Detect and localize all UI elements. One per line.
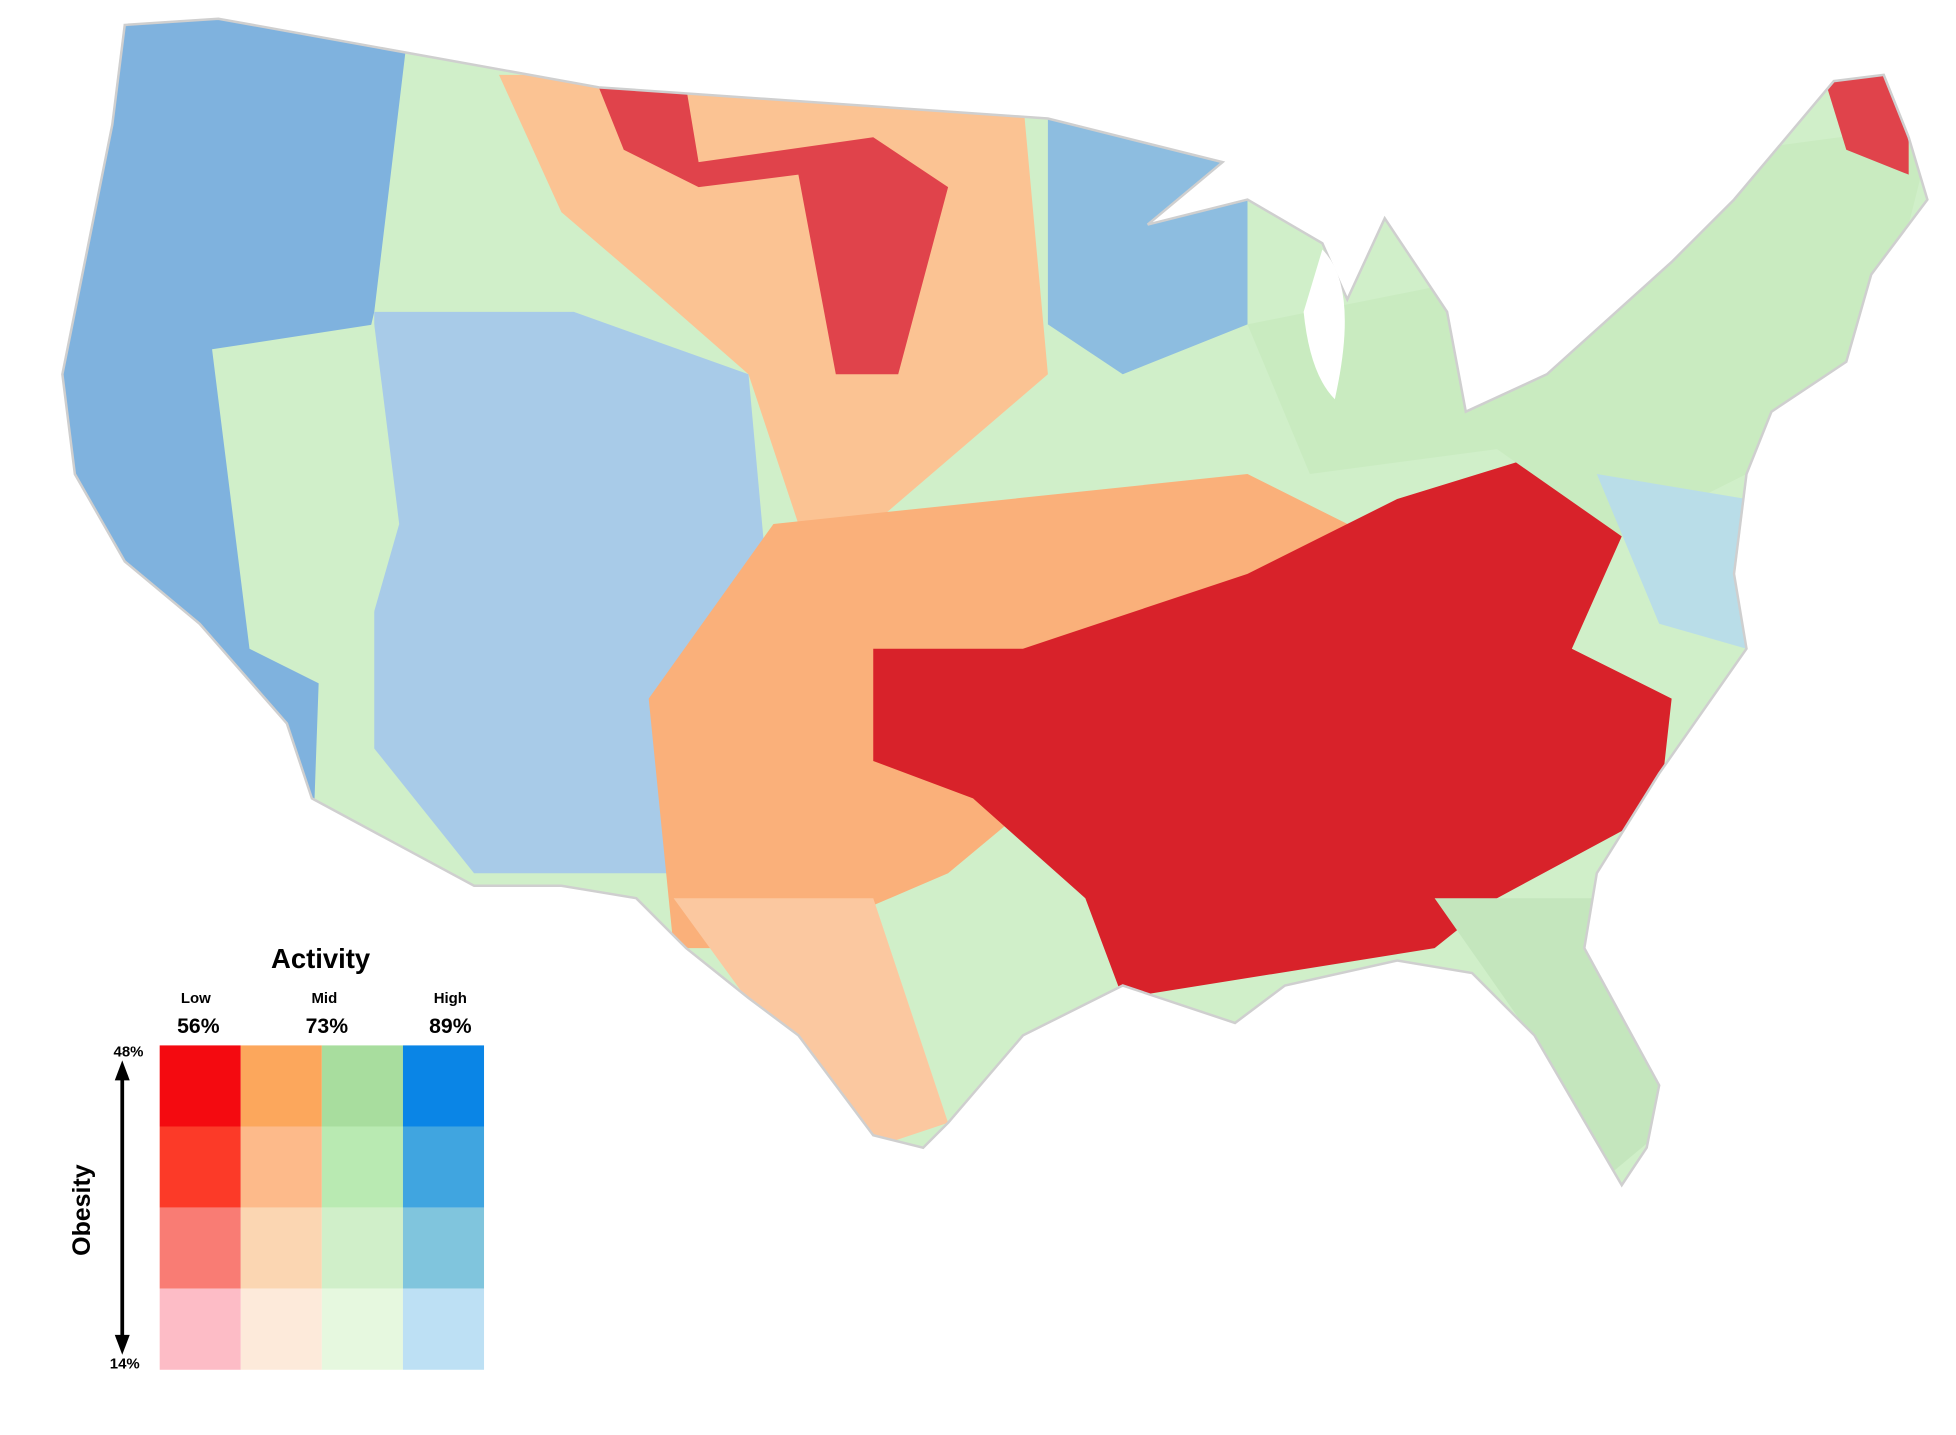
lake-michigan xyxy=(1303,249,1345,400)
region-southeast xyxy=(873,449,1672,998)
legend-cell xyxy=(321,1045,403,1127)
legend: Activity Low Mid High 56% 73% 89% 48% 14… xyxy=(68,943,485,1373)
legend-title: Activity xyxy=(271,943,371,974)
legend-arrow-down xyxy=(114,1334,130,1355)
legend-cell xyxy=(159,1207,241,1289)
region-north xyxy=(1047,112,1248,375)
legend-cell xyxy=(321,1207,403,1289)
legend-axis-label: Obesity xyxy=(68,1164,96,1256)
legend-grid xyxy=(159,1045,485,1370)
legend-arrow-up xyxy=(114,1060,130,1081)
legend-cell xyxy=(240,1045,322,1127)
legend-column-label: High xyxy=(434,990,467,1007)
legend-cell xyxy=(159,1288,241,1370)
legend-cell xyxy=(159,1045,241,1127)
legend-cell xyxy=(402,1288,485,1370)
legend-cell xyxy=(240,1126,322,1208)
region-maine xyxy=(1821,68,1909,175)
legend-cell xyxy=(402,1126,485,1208)
region-texas-south xyxy=(673,898,949,1148)
legend-axis-bottom: 14% xyxy=(110,1356,140,1373)
legend-cell xyxy=(240,1207,322,1289)
region-basin xyxy=(212,324,400,699)
legend-cell xyxy=(240,1288,322,1370)
region-dakota xyxy=(598,87,949,375)
legend-cell xyxy=(321,1126,403,1208)
legend-cell xyxy=(402,1045,485,1127)
legend-axis-top: 48% xyxy=(114,1044,144,1061)
legend-cell xyxy=(159,1126,241,1208)
us-outline xyxy=(61,17,1929,1188)
legend-column-value: 89% xyxy=(429,1015,472,1038)
map-area: Activity Low Mid High 56% 73% 89% 48% 14… xyxy=(61,17,1929,1373)
legend-column-label: Low xyxy=(181,990,211,1007)
legend-column-value: 73% xyxy=(306,1015,349,1038)
legend-cell xyxy=(402,1207,485,1289)
legend-column-label: Mid xyxy=(311,990,337,1007)
legend-column-value: 56% xyxy=(177,1015,220,1038)
region-atlantic xyxy=(1596,474,1747,649)
legend-cell xyxy=(321,1288,403,1370)
